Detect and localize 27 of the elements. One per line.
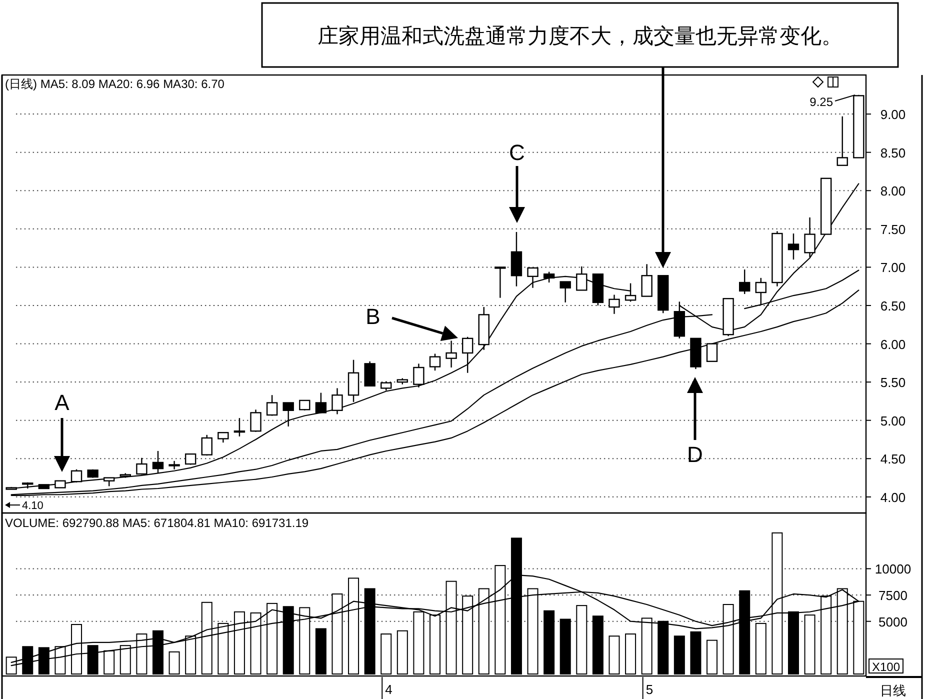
annotation: 4.10 (22, 500, 44, 512)
annotation: D (687, 442, 703, 467)
y-tick-label: 8.50 (880, 145, 906, 160)
annotation: C (509, 140, 526, 165)
y-tick-label: 5.00 (880, 413, 906, 428)
y-tick-label: 5000 (878, 614, 908, 630)
y-tick-label: 8.00 (880, 184, 906, 199)
annotation: A (54, 390, 70, 415)
y-tick-label: 9.00 (880, 107, 906, 122)
annotation: 9.25 (810, 95, 834, 109)
y-tick-label: 5.50 (880, 375, 906, 390)
x-tick-label: 4 (385, 682, 392, 697)
y-tick-label: 7.50 (880, 222, 906, 237)
annotation: B (366, 304, 380, 329)
y-tick-label: 4.00 (880, 490, 906, 505)
chart-title: VOLUME: 692790.88 MA5: 671804.81 MA10: 691731.19 (5, 516, 309, 530)
y-tick-label: 7.00 (880, 260, 906, 276)
y-tick-label: 6.00 (880, 336, 906, 352)
callout: 庄家用温和式洗盘通常力度不大，成交量也无异常变化。 (261, 2, 899, 68)
chart-title: (日线) MA5: 8.09 MA20: 6.96 MA30: 6.70 (5, 77, 225, 91)
x100-box: X100 (868, 658, 904, 674)
y-tick-label: 10000 (874, 562, 912, 577)
x-tick-label: 5 (646, 682, 654, 697)
y-tick-label: 6.50 (880, 298, 906, 314)
text: 日线 (880, 683, 906, 698)
y-tick-label: 4.50 (880, 452, 906, 467)
y-tick-label: 7500 (878, 588, 908, 604)
